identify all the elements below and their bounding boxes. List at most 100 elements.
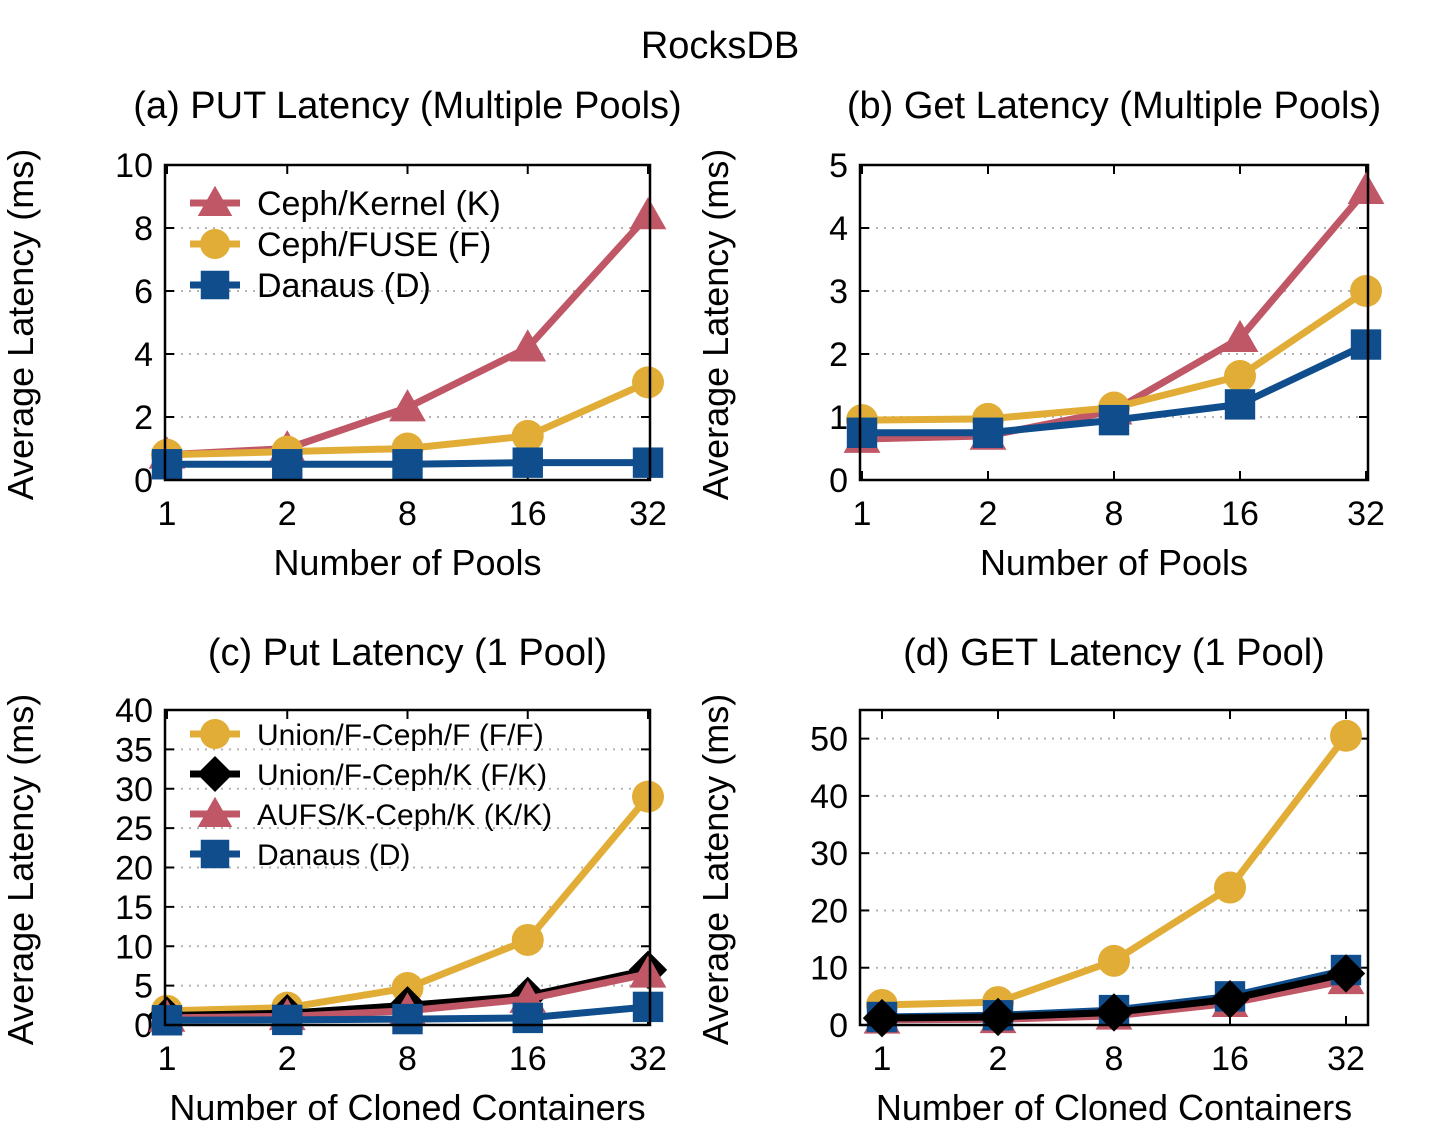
legend-label: Union/F-Ceph/K (F/K) bbox=[257, 759, 547, 792]
data-point bbox=[972, 417, 1004, 448]
legend-label: Danaus (D) bbox=[257, 839, 410, 872]
data-point bbox=[632, 447, 664, 478]
y-tick-label: 15 bbox=[115, 889, 153, 927]
x-tick-label: 8 bbox=[1105, 1040, 1124, 1078]
legend-label: Ceph/Kernel (K) bbox=[257, 185, 501, 223]
x-axis-label: Number of Cloned Containers bbox=[876, 1087, 1352, 1128]
data-point bbox=[1347, 171, 1385, 204]
y-tick-label: 2 bbox=[829, 336, 848, 374]
y-tick-label: 10 bbox=[810, 950, 848, 988]
series-3 bbox=[862, 954, 1366, 1038]
legend: Union/F-Ceph/F (F/F) Union/F-Ceph/K (F/K)… bbox=[190, 719, 552, 872]
x-tick-label: 1 bbox=[873, 1040, 892, 1078]
x-tick-label: 16 bbox=[509, 1040, 547, 1078]
data-point bbox=[1350, 329, 1382, 360]
y-tick-label: 4 bbox=[134, 336, 153, 374]
y-tick-label: 0 bbox=[829, 462, 848, 500]
data-point bbox=[1214, 871, 1246, 904]
y-tick-label: 50 bbox=[810, 721, 848, 759]
panel-c-put-latency-one-pool: (c) Put Latency (1 Pool) 0510152025303540… bbox=[0, 632, 668, 1128]
y-tick-label: 5 bbox=[829, 147, 848, 185]
data-point bbox=[272, 449, 303, 480]
data-point bbox=[392, 449, 423, 480]
data-point bbox=[1330, 719, 1362, 752]
panel-a-put-latency-multiple-pools: (a) PUT Latency (Multiple Pools) 0 2 4 6 8 10 1… bbox=[0, 85, 682, 583]
series-2 bbox=[846, 329, 1382, 448]
x-tick-label: 1 bbox=[853, 495, 872, 533]
data-point bbox=[392, 1003, 423, 1035]
data-point bbox=[512, 1002, 543, 1034]
legend-marker bbox=[197, 756, 233, 792]
legend-marker bbox=[197, 185, 233, 216]
x-axis-label: Number of Cloned Containers bbox=[169, 1087, 645, 1128]
legend: Ceph/Kernel (K)Ceph/FUSE (F)Danaus (D) bbox=[190, 185, 501, 305]
x-tick-label: 32 bbox=[629, 495, 667, 533]
data-point bbox=[1224, 360, 1256, 393]
y-tick-label: 6 bbox=[134, 273, 153, 311]
data-point bbox=[629, 197, 667, 230]
data-point bbox=[629, 955, 667, 988]
y-tick-label: 8 bbox=[134, 210, 153, 248]
data-point bbox=[1326, 954, 1366, 993]
data-point bbox=[978, 997, 1018, 1037]
x-tick-label: 2 bbox=[979, 495, 998, 533]
y-tick-label: 20 bbox=[810, 892, 848, 930]
data-point bbox=[1350, 275, 1382, 307]
x-tick-label: 8 bbox=[1105, 495, 1124, 533]
series-0 bbox=[866, 719, 1362, 1021]
x-axis-label: Number of Pools bbox=[980, 542, 1248, 583]
chart-title: (c) Put Latency (1 Pool) bbox=[208, 632, 607, 674]
x-axis-label: Number of Pools bbox=[273, 542, 541, 583]
y-tick-label: 25 bbox=[115, 810, 153, 848]
x-tick-label: 8 bbox=[398, 495, 417, 533]
plot-frame bbox=[858, 708, 1370, 1027]
y-tick-label: 0 bbox=[829, 1007, 848, 1045]
plot-frame bbox=[858, 163, 1370, 482]
data-point bbox=[1221, 319, 1259, 353]
x-tick-label: 2 bbox=[278, 495, 297, 533]
data-point bbox=[632, 780, 664, 813]
legend-label: Union/F-Ceph/F (F/F) bbox=[257, 719, 544, 752]
y-tick-label: 0 bbox=[134, 462, 153, 500]
y-tick-label: 3 bbox=[829, 273, 848, 311]
x-tick-label: 1 bbox=[158, 1040, 177, 1078]
x-tick-label: 16 bbox=[1221, 495, 1259, 533]
y-tick-label: 40 bbox=[810, 778, 848, 816]
data-point bbox=[1094, 993, 1134, 1032]
x-tick-label: 32 bbox=[629, 1040, 667, 1078]
x-tick-label: 8 bbox=[398, 1040, 417, 1078]
data-point bbox=[632, 366, 664, 399]
x-tick-label: 16 bbox=[1211, 1040, 1249, 1078]
legend-marker bbox=[200, 229, 230, 259]
chart-title: (a) PUT Latency (Multiple Pools) bbox=[133, 85, 681, 127]
y-tick-label: 1 bbox=[829, 399, 848, 437]
series-3 bbox=[151, 991, 664, 1036]
legend-label: Ceph/FUSE (F) bbox=[257, 226, 491, 264]
data-point bbox=[151, 449, 183, 480]
figure-title: RocksDB bbox=[641, 25, 799, 67]
y-axis-label: Average Latency (ms) bbox=[695, 149, 736, 501]
x-tick-label: 2 bbox=[989, 1040, 1008, 1078]
data-point bbox=[1210, 980, 1250, 1019]
panel-d-get-latency-one-pool: (d) GET Latency (1 Pool) 0 10 20 30 40 50 1 2 8 16… bbox=[695, 632, 1370, 1128]
legend-marker bbox=[200, 839, 230, 869]
y-tick-label: 10 bbox=[115, 928, 153, 966]
y-tick-label: 40 bbox=[115, 692, 153, 730]
series-2 bbox=[151, 447, 664, 480]
chart-title: (d) GET Latency (1 Pool) bbox=[903, 632, 1325, 674]
data-point bbox=[512, 447, 543, 478]
legend-marker bbox=[200, 270, 230, 300]
plot-frame bbox=[163, 163, 652, 482]
y-tick-label: 20 bbox=[115, 850, 153, 888]
data-point bbox=[1098, 404, 1130, 436]
y-tick-label: 30 bbox=[810, 835, 848, 873]
y-tick-label: 0 bbox=[134, 1007, 153, 1045]
y-tick-label: 30 bbox=[115, 771, 153, 809]
data-point bbox=[632, 991, 664, 1023]
x-tick-label: 1 bbox=[158, 495, 177, 533]
data-point bbox=[862, 998, 902, 1038]
x-tick-label: 16 bbox=[509, 495, 547, 533]
legend-label: AUFS/K-Ceph/K (K/K) bbox=[257, 799, 552, 832]
legend-label: Danaus (D) bbox=[257, 267, 431, 305]
